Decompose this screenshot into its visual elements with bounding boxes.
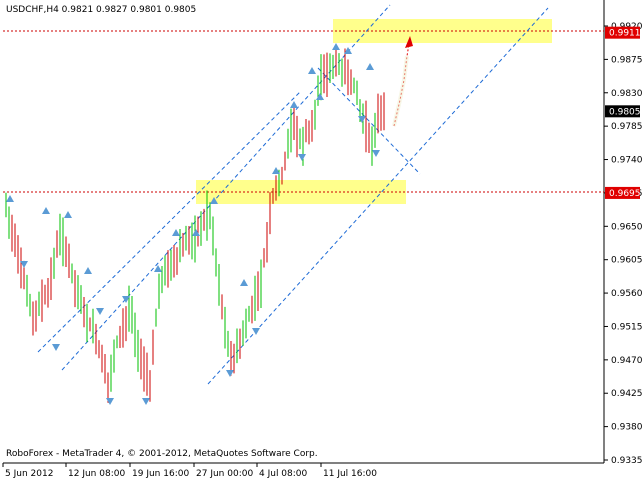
symbol-header: USDCHF,H4 0.9821 0.9827 0.9801 0.9805 — [6, 5, 196, 15]
fractal-down-icon — [372, 150, 380, 157]
y-tick-label: 0.9560 — [611, 289, 642, 299]
fractal-down-icon — [142, 398, 150, 405]
fractal-down-icon — [252, 328, 260, 335]
fractal-up-icon — [210, 197, 218, 204]
fractal-up-icon — [344, 47, 352, 54]
y-tick-label: 0.9470 — [611, 356, 642, 366]
fractal-down-icon — [96, 308, 104, 315]
price-tag-bg — [605, 105, 640, 118]
fractal-up-icon — [154, 265, 162, 272]
y-tick-label: 0.9380 — [611, 423, 642, 433]
fractal-down-icon — [52, 344, 60, 351]
price-tag-bg — [605, 26, 640, 39]
forecast-arrow-head — [405, 36, 413, 48]
x-axis-ticks: 5 Jun 2012 12 Jun 08:00 19 Jun 16:00 27 Jun… — [2, 463, 377, 479]
y-tick-label: 0.9335 — [611, 456, 642, 466]
fractal-down-icon — [122, 296, 130, 303]
price-tag-label: 0.9911 — [609, 29, 641, 39]
y-tick-label: 0.9605 — [611, 256, 642, 266]
y-tick-label: 0.9425 — [611, 389, 642, 399]
fractal-down-icon — [106, 398, 114, 405]
fractal-up-icon — [308, 67, 316, 74]
y-tick-label: 0.9785 — [611, 122, 642, 132]
channel-line-lower — [207, 7, 549, 385]
y-tick-label: 0.9875 — [611, 55, 642, 65]
fractal-up-icon — [172, 229, 180, 236]
x-tick-label: 5 Jun 2012 — [5, 469, 53, 479]
fractal-up-icon — [192, 229, 200, 236]
channel-line-middle — [37, 91, 301, 353]
channel-line-correction — [317, 67, 421, 175]
y-tick-label: 0.9740 — [611, 156, 642, 166]
fractal-up-icon — [316, 93, 324, 100]
x-tick-label: 27 Jun 00:00 — [196, 469, 253, 479]
fractal-up-icon — [240, 279, 248, 286]
price-tag-bg — [605, 186, 640, 199]
y-tick-label: 0.9830 — [611, 89, 642, 99]
fractal-up-icon — [332, 43, 340, 50]
fractal-down-icon — [226, 370, 234, 377]
fractal-up-icon — [6, 195, 14, 202]
fractal-down-icon — [20, 261, 28, 268]
fractal-markers — [6, 43, 380, 405]
fractal-up-icon — [64, 211, 72, 218]
fractal-up-icon — [42, 207, 50, 214]
price-tag-label: 0.9805 — [609, 107, 641, 117]
channel-line-upper — [61, 4, 391, 371]
x-tick-label: 19 Jun 16:00 — [132, 469, 189, 479]
copyright-text: RoboForex - MetaTrader 4, © 2001-2012, M… — [6, 449, 318, 459]
fractal-up-icon — [290, 101, 298, 108]
fractal-up-icon — [84, 267, 92, 274]
fractal-down-icon — [298, 154, 306, 161]
price-labels: 0.9911 0.9805 0.9695 — [605, 26, 641, 199]
x-tick-label: 11 Jul 16:00 — [323, 469, 377, 479]
price-tag-label: 0.9695 — [609, 189, 641, 199]
candles — [5, 48, 385, 403]
forecast-arrow-shadow — [392, 55, 409, 127]
fractal-up-icon — [366, 63, 374, 70]
fractal-up-icon — [272, 167, 280, 174]
y-tick-label: 0.9650 — [611, 222, 642, 232]
y-tick-label: 0.9515 — [611, 322, 642, 332]
x-tick-label: 12 Jun 08:00 — [68, 469, 125, 479]
x-tick-label: 4 Jul 08:00 — [259, 469, 308, 479]
fractal-down-icon — [358, 116, 366, 123]
